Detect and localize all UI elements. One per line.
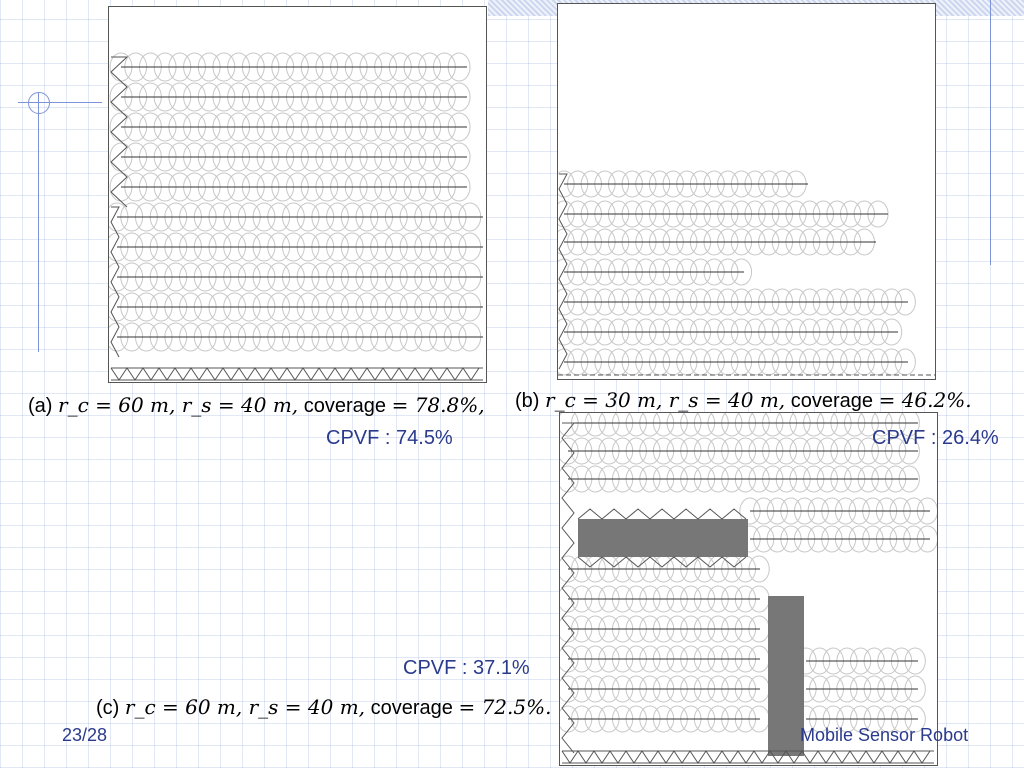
decorative-horizontal-line-left <box>18 102 102 103</box>
panel-a-svg <box>109 52 483 381</box>
panel-a-bottom-triangles <box>110 367 480 381</box>
cpvf-a: CPVF : 74.5% <box>326 427 453 449</box>
panel-b-coverage-plot <box>557 3 936 380</box>
panel-c-svg <box>560 413 937 764</box>
decorative-vertical-line-right <box>990 0 991 265</box>
caption-b-label: (b) <box>515 390 540 412</box>
panel-c-row <box>560 413 920 437</box>
obstacle-top-zigzag <box>577 508 747 520</box>
panel-c-bottom-triangles <box>561 750 931 764</box>
cpvf-b: CPVF : 26.4% <box>872 427 999 449</box>
caption-a-math: r_c = 60 m, r_s = 40 m, <box>58 393 299 417</box>
panel-b-left-zigzag <box>558 173 568 370</box>
obstacle-vertical <box>768 596 804 756</box>
caption-a-coverage-label: coverage <box>303 395 387 417</box>
caption-c: (c) r_c = 60 m, r_s = 40 m, coverage = 7… <box>96 695 551 720</box>
caption-a-coverage-value: = 78.8%, <box>391 393 485 417</box>
caption-b-coverage-value: = 46.2%. <box>878 388 972 412</box>
panel-b-svg <box>558 170 935 376</box>
caption-b-coverage-label: coverage <box>790 390 874 412</box>
slide-page-number: 23/28 <box>62 725 108 745</box>
obstacle-bottom-zigzag <box>577 556 747 568</box>
panel-a-left-zigzag <box>110 206 120 358</box>
caption-c-coverage-value: = 72.5%. <box>458 695 552 719</box>
panel-c-left-zigzag <box>561 422 576 754</box>
decorative-crosshair-circle <box>28 92 50 114</box>
caption-c-coverage-label: coverage <box>370 697 453 719</box>
panel-a-left-zigzag <box>110 56 129 208</box>
caption-c-math: r_c = 60 m, r_s = 40 m, <box>124 695 366 719</box>
obstacle-horizontal <box>578 519 748 557</box>
caption-b: (b) r_c = 30 m, r_s = 40 m, coverage = 4… <box>515 388 972 413</box>
caption-a-label: (a) <box>28 395 53 417</box>
panel-c-coverage-plot <box>559 412 938 766</box>
cpvf-c: CPVF : 37.1% <box>403 657 530 679</box>
caption-a: (a) r_c = 60 m, r_s = 40 m, coverage = 7… <box>28 393 485 418</box>
decorative-vertical-line-left <box>38 92 39 352</box>
caption-c-label: (c) <box>96 697 120 719</box>
slide-footer-title: Mobile Sensor Robot <box>800 725 969 745</box>
caption-b-math: r_c = 30 m, r_s = 40 m, <box>545 388 786 412</box>
panel-a-coverage-plot <box>108 6 487 383</box>
